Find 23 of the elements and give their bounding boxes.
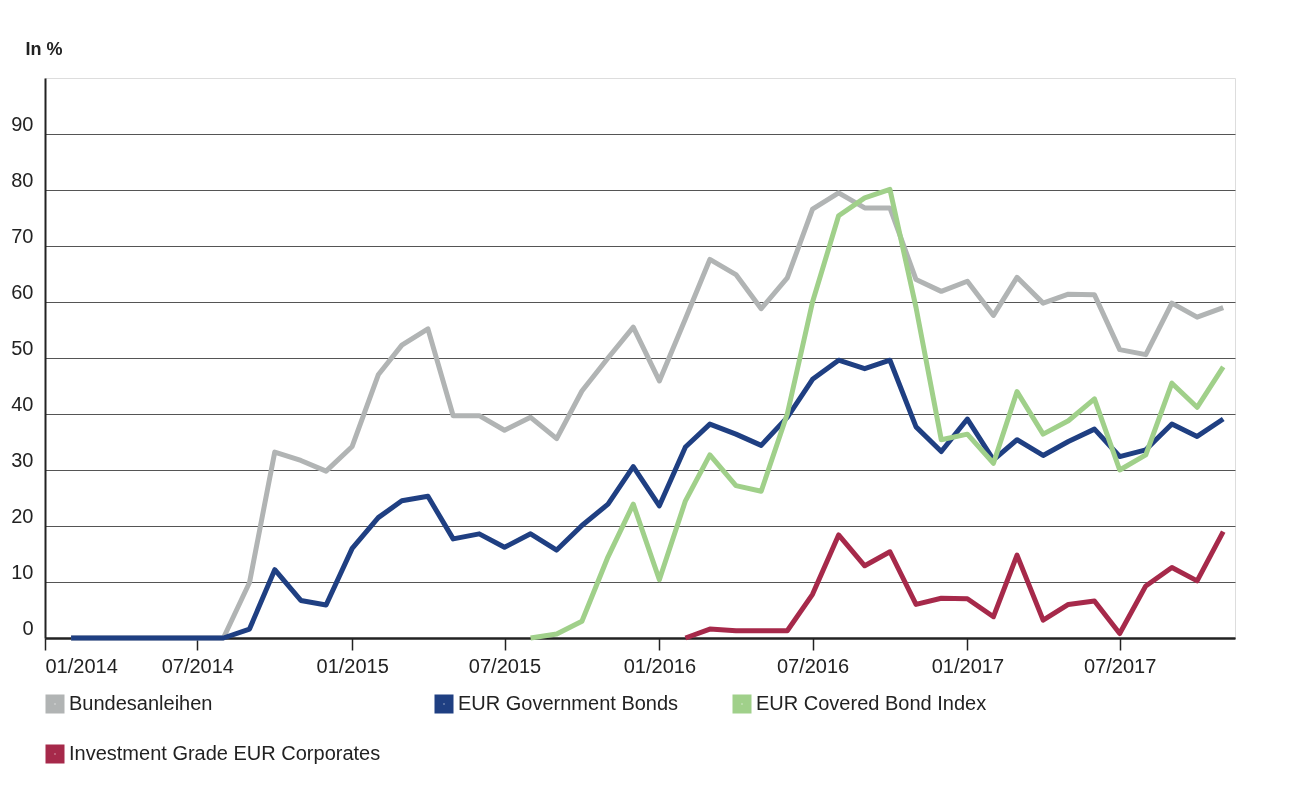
x-tick-label: 07/2015 [468,654,542,677]
x-tick-label: 01/2017 [931,654,1005,677]
y-tick-label: 60 [11,280,34,303]
y-tick-label: 0 [22,616,34,639]
legend-label: EUR Government Bonds [458,692,679,714]
y-tick-label: 30 [11,448,34,471]
x-tick-label: 07/2014 [161,654,234,677]
x-tick-label: 07/2016 [776,654,850,677]
x-tick-label: 01/2014 [45,654,118,677]
y-tick-label: 70 [11,224,34,247]
y-tick-label: 40 [11,392,34,415]
y-tick-label: 80 [11,168,34,191]
y-tick-label: 20 [11,504,34,527]
legend-label: Investment Grade EUR Corporates [69,742,381,764]
y-axis-title: In % [25,38,63,59]
y-tick-label: 10 [11,560,34,583]
x-tick-label: 01/2016 [623,654,696,677]
y-tick-label: 50 [11,336,34,359]
y-tick-label: 90 [11,112,34,135]
x-tick-label: 01/2015 [316,654,389,677]
legend-label: Bundesanleihen [69,692,213,714]
x-tick-label: 07/2017 [1084,654,1157,677]
legend-label: EUR Covered Bond Index [756,692,987,714]
